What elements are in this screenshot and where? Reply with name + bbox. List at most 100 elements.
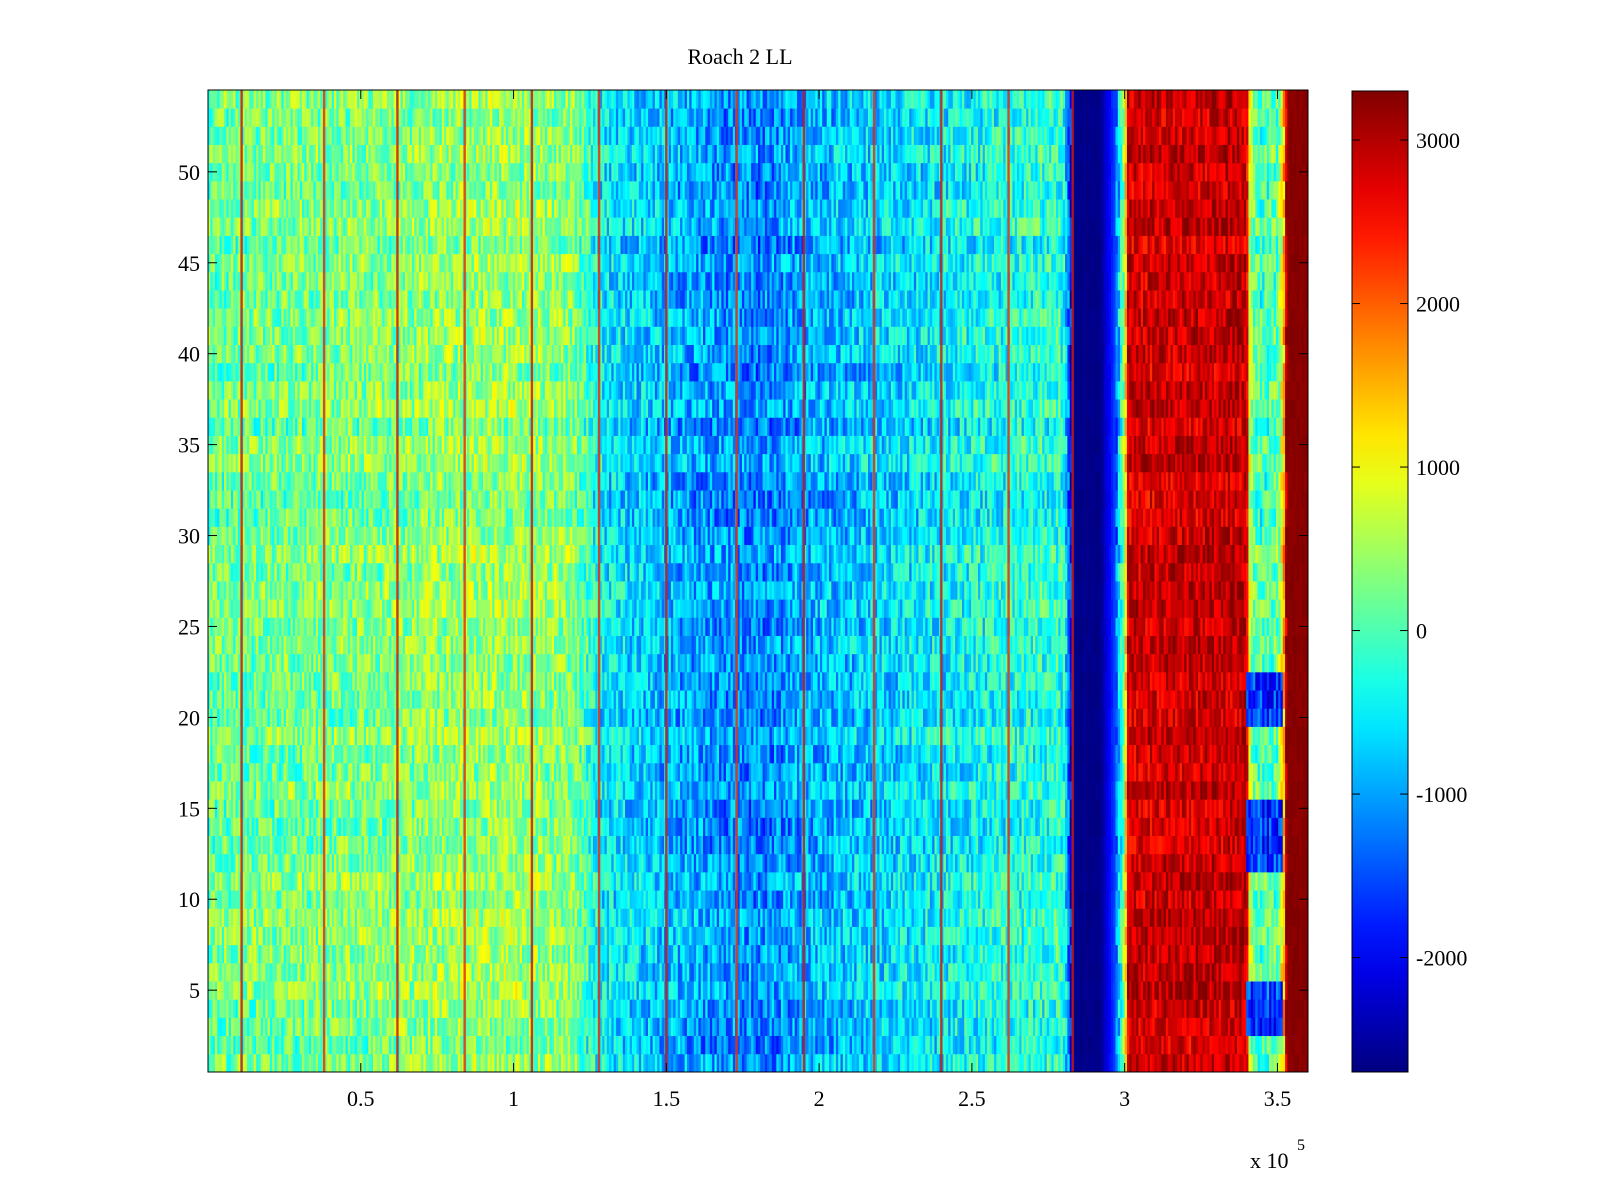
heatmap-cell	[572, 872, 575, 891]
heatmap-cell	[497, 981, 500, 1000]
heatmap-cell	[414, 963, 417, 982]
heatmap-cell	[955, 1017, 958, 1036]
heatmap-cell	[302, 908, 305, 927]
heatmap-cell	[1090, 1054, 1093, 1073]
heatmap-cell	[847, 1036, 850, 1055]
heatmap-cell	[937, 908, 940, 927]
heatmap-cell	[1054, 1017, 1057, 1036]
heatmap-cell	[467, 1017, 470, 1036]
heatmap-cell	[1248, 999, 1251, 1018]
heatmap-cell	[300, 1054, 303, 1073]
heatmap-cell	[621, 963, 624, 982]
heatmap-cell	[469, 890, 472, 909]
heatmap-cell	[414, 1054, 417, 1073]
heatmap-cell	[1111, 981, 1114, 1000]
heatmap-cell	[1012, 945, 1015, 964]
heatmap-cell	[1122, 890, 1125, 909]
heatmap-cell	[401, 963, 404, 982]
heatmap-cell	[676, 945, 679, 964]
heatmap-cell	[960, 1054, 963, 1073]
heatmap-cell	[524, 1054, 527, 1073]
heatmap-cell	[680, 927, 683, 946]
heatmap-cell	[1104, 927, 1107, 946]
heatmap-cell	[1166, 890, 1169, 909]
heatmap-cell	[621, 999, 624, 1018]
heatmap-cell	[909, 999, 912, 1018]
heatmap-cell	[653, 945, 656, 964]
heatmap-cell	[1235, 945, 1238, 964]
heatmap-cell	[215, 908, 218, 927]
heatmap-cell	[444, 981, 447, 1000]
heatmap-cell	[515, 1036, 518, 1055]
heatmap-cell	[1102, 999, 1105, 1018]
heatmap-cell	[1031, 981, 1034, 1000]
heatmap-cell	[210, 999, 213, 1018]
heatmap-cell	[886, 1036, 889, 1055]
heatmap-cell	[545, 1036, 548, 1055]
heatmap-cell	[444, 945, 447, 964]
heatmap-cell	[934, 890, 937, 909]
heatmap-cell	[476, 999, 479, 1018]
heatmap-cell	[1028, 1017, 1031, 1036]
heatmap-cell	[1141, 981, 1144, 1000]
heatmap-cell	[362, 927, 365, 946]
heatmap-cell	[279, 1054, 282, 1073]
heatmap-cell	[549, 999, 552, 1018]
heatmap-cell	[1047, 981, 1050, 1000]
heatmap-cell	[554, 1017, 557, 1036]
heatmap-cell	[563, 963, 566, 982]
heatmap-cell	[577, 1017, 580, 1036]
heatmap-cell	[371, 945, 374, 964]
heatmap-cell	[382, 1017, 385, 1036]
heatmap-cell	[760, 1054, 763, 1073]
heatmap-cell	[446, 1017, 449, 1036]
heatmap-cell	[552, 1054, 555, 1073]
heatmap-cell	[783, 1017, 786, 1036]
heatmap-cell	[224, 999, 227, 1018]
heatmap-cell	[472, 1036, 475, 1055]
heatmap-cell	[655, 890, 658, 909]
heatmap-cell	[401, 872, 404, 891]
heatmap-cell	[859, 1054, 862, 1073]
heatmap-cell	[820, 890, 823, 909]
heatmap-cell	[1097, 1017, 1100, 1036]
heatmap-cell	[332, 872, 335, 891]
heatmap-cell	[1230, 1054, 1233, 1073]
heatmap-cell	[1281, 999, 1284, 1018]
heatmap-cell	[414, 945, 417, 964]
heatmap-cell	[879, 908, 882, 927]
heatmap-cell	[962, 927, 965, 946]
heatmap-cell	[1244, 927, 1247, 946]
heatmap-cell	[1290, 908, 1293, 927]
heatmap-cell	[238, 872, 241, 891]
heatmap-cell	[866, 945, 869, 964]
heatmap-cell	[268, 890, 271, 909]
heatmap-cell	[1051, 1036, 1054, 1055]
heatmap-cell	[811, 945, 814, 964]
heatmap-cell	[971, 945, 974, 964]
heatmap-cell	[472, 999, 475, 1018]
heatmap-cell	[1010, 927, 1013, 946]
heatmap-cell	[1067, 1036, 1070, 1055]
heatmap-cell	[1271, 927, 1274, 946]
heatmap-cell	[728, 1036, 731, 1055]
heatmap-cell	[806, 1036, 809, 1055]
heatmap-cell	[698, 1054, 701, 1073]
heatmap-cell	[790, 927, 793, 946]
heatmap-cell	[1093, 945, 1096, 964]
heatmap-cell	[1168, 1017, 1171, 1036]
heatmap-cell	[776, 927, 779, 946]
heatmap-cell	[304, 872, 307, 891]
heatmap-cell	[898, 1054, 901, 1073]
heatmap-cell	[575, 1054, 578, 1073]
heatmap-cell	[478, 908, 481, 927]
heatmap-cell	[1067, 890, 1070, 909]
heatmap-cell	[538, 1017, 541, 1036]
heatmap-cell	[1228, 963, 1231, 982]
heatmap-cell	[456, 890, 459, 909]
heatmap-cell	[648, 872, 651, 891]
heatmap-cell	[1198, 1017, 1201, 1036]
heatmap-cell	[632, 981, 635, 1000]
heatmap-cell	[460, 908, 463, 927]
heatmap-cell	[857, 963, 860, 982]
